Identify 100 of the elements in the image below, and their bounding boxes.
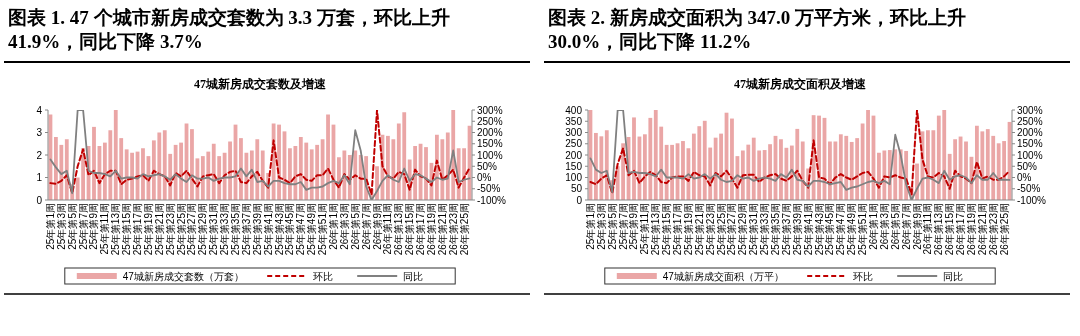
- y2-tick-label: 150%: [477, 138, 503, 150]
- x-tick-label: 26年第11周: [922, 203, 934, 255]
- legend-label: 同比: [403, 270, 424, 282]
- x-tick-label: 25年第5周: [606, 203, 618, 250]
- x-tick-label: 26年第3周: [878, 203, 890, 250]
- y-tick-label: 400: [565, 104, 583, 116]
- y2-tick-label: 200%: [1017, 127, 1043, 138]
- x-tick-label: 26年第19周: [425, 203, 437, 256]
- x-tick-label: 25年第27周: [726, 203, 738, 256]
- x-tick-label: 25年第45周: [284, 203, 296, 256]
- x-tick-label: 25年第39周: [251, 203, 263, 256]
- y-tick-label: 0: [576, 194, 583, 206]
- y2-tick-label: -100%: [1017, 194, 1047, 206]
- x-tick-label: 26年第7周: [360, 203, 372, 250]
- chart-title: 图表 1. 47 个城市新房成交套数为 3.3 万套，环比上升 41.9%，同比下降 3.7%: [8, 7, 450, 52]
- legend-label: 环比: [313, 270, 334, 282]
- x-tick-label: 25年第1周: [584, 203, 596, 250]
- x-tick-label: 25年第51周: [317, 203, 329, 256]
- x-tick-label: 26年第17周: [955, 203, 967, 256]
- y2-tick-label: 100%: [477, 149, 503, 161]
- x-tick-label: 26年第21周: [976, 203, 988, 256]
- x-tick-label: 25年第3周: [595, 203, 607, 250]
- x-tick-label: 25年第25周: [715, 203, 727, 256]
- x-tick-label: 25年第41周: [802, 203, 814, 256]
- x-tick-label: 25年第43周: [813, 203, 825, 256]
- x-tick-label: 25年第37周: [240, 203, 252, 256]
- x-tick-label: 26年第23周: [987, 203, 999, 256]
- x-tick-label: 25年第19周: [142, 203, 154, 256]
- x-tick-label: 26年第13周: [393, 203, 405, 256]
- x-tick-label: 26年第25周: [998, 203, 1010, 256]
- y-tick-label: 150: [565, 160, 583, 172]
- x-tick-label: 25年第29周: [197, 203, 209, 256]
- chart-title: 图表 2. 新房成交面积为 347.0 万平方米，环比上升 30.0%，同比下降 11.2%: [548, 7, 966, 52]
- x-tick-label: 25年第47周: [295, 203, 307, 256]
- x-tick-label: 25年第13周: [650, 203, 662, 256]
- x-tick-label: 25年第23周: [704, 203, 716, 256]
- x-tick-label: 25年第17周: [672, 203, 684, 256]
- x-tick-label: 25年第9周: [88, 203, 100, 250]
- x-tick-label: 26年第25周: [458, 203, 470, 256]
- x-tick-label: 26年第1周: [867, 203, 879, 250]
- x-tick-label: 26年第5周: [349, 203, 361, 250]
- y2-tick-label: 300%: [477, 104, 503, 116]
- y2-tick-label: -50%: [477, 183, 501, 195]
- y-tick-label: 200: [565, 149, 583, 161]
- x-tick-label: 26年第13周: [933, 203, 945, 256]
- x-tick-label: 26年第19周: [965, 203, 977, 256]
- x-tick-label: 26年第9周: [371, 203, 383, 250]
- y2-tick-label: 200%: [477, 127, 503, 138]
- y-tick-label: 250: [565, 138, 583, 150]
- y2-tick-label: 50%: [477, 160, 498, 172]
- y-tick-label: 100: [565, 172, 583, 183]
- x-tick-label: 25年第7周: [77, 203, 89, 250]
- x-tick-label: 25年第51周: [857, 203, 869, 256]
- x-tick-label: 25年第11周: [99, 203, 111, 255]
- x-tick-label: 25年第21周: [153, 203, 165, 256]
- x-tick-label: 25年第43周: [273, 203, 285, 256]
- x-tick-label: 26年第15周: [404, 203, 416, 256]
- chart-subtitle: 47城新房成交面积及增速: [734, 77, 867, 91]
- y2-tick-label: 250%: [477, 115, 503, 127]
- y-tick-label: 2: [36, 149, 43, 161]
- x-tick-label: 26年第23周: [447, 203, 459, 256]
- x-tick-label: 25年第15周: [661, 203, 673, 256]
- x-tick-label: 25年第9周: [628, 203, 640, 250]
- x-tick-label: 25年第33周: [219, 203, 231, 256]
- x-tick-label: 25年第27周: [186, 203, 198, 256]
- y-tick-label: 1: [36, 172, 43, 183]
- y-tick-label: 0: [36, 194, 43, 206]
- x-tick-label: 25年第11周: [639, 203, 651, 255]
- legend-label: 同比: [943, 270, 964, 282]
- x-tick-label: 25年第23周: [164, 203, 176, 256]
- x-tick-label: 25年第33周: [759, 203, 771, 256]
- y-tick-label: 350: [565, 115, 583, 127]
- x-tick-label: 25年第31周: [208, 203, 220, 256]
- x-tick-label: 25年第37周: [780, 203, 792, 256]
- x-tick-label: 25年第25周: [175, 203, 187, 256]
- x-tick-label: 25年第35周: [230, 203, 242, 256]
- x-tick-label: 25年第15周: [121, 203, 133, 256]
- x-tick-label: 25年第5周: [66, 203, 78, 250]
- y2-tick-label: 250%: [1017, 115, 1043, 127]
- x-tick-label: 25年第41周: [262, 203, 274, 256]
- y-tick-label: 300: [565, 127, 583, 138]
- y2-tick-label: -50%: [1017, 183, 1041, 195]
- y2-tick-label: -100%: [477, 194, 507, 206]
- x-tick-label: 26年第9周: [911, 203, 923, 250]
- x-tick-label: 25年第1周: [44, 203, 56, 250]
- y2-tick-label: 300%: [1017, 104, 1043, 116]
- x-tick-label: 25年第35周: [770, 203, 782, 256]
- x-tick-label: 25年第7周: [617, 203, 629, 250]
- x-tick-label: 25年第49周: [306, 203, 318, 256]
- x-tick-label: 25年第17周: [132, 203, 144, 256]
- x-tick-label: 26年第7周: [900, 203, 912, 250]
- y-tick-label: 3: [36, 127, 43, 138]
- x-tick-label: 26年第21周: [436, 203, 448, 256]
- y2-tick-label: 0%: [1017, 172, 1032, 183]
- x-tick-label: 25年第21周: [693, 203, 705, 256]
- y-tick-label: 4: [36, 104, 43, 116]
- x-tick-label: 25年第47周: [835, 203, 847, 256]
- x-tick-label: 25年第49周: [846, 203, 858, 256]
- x-tick-label: 26年第15周: [944, 203, 956, 256]
- x-tick-label: 26年第1周: [327, 203, 339, 250]
